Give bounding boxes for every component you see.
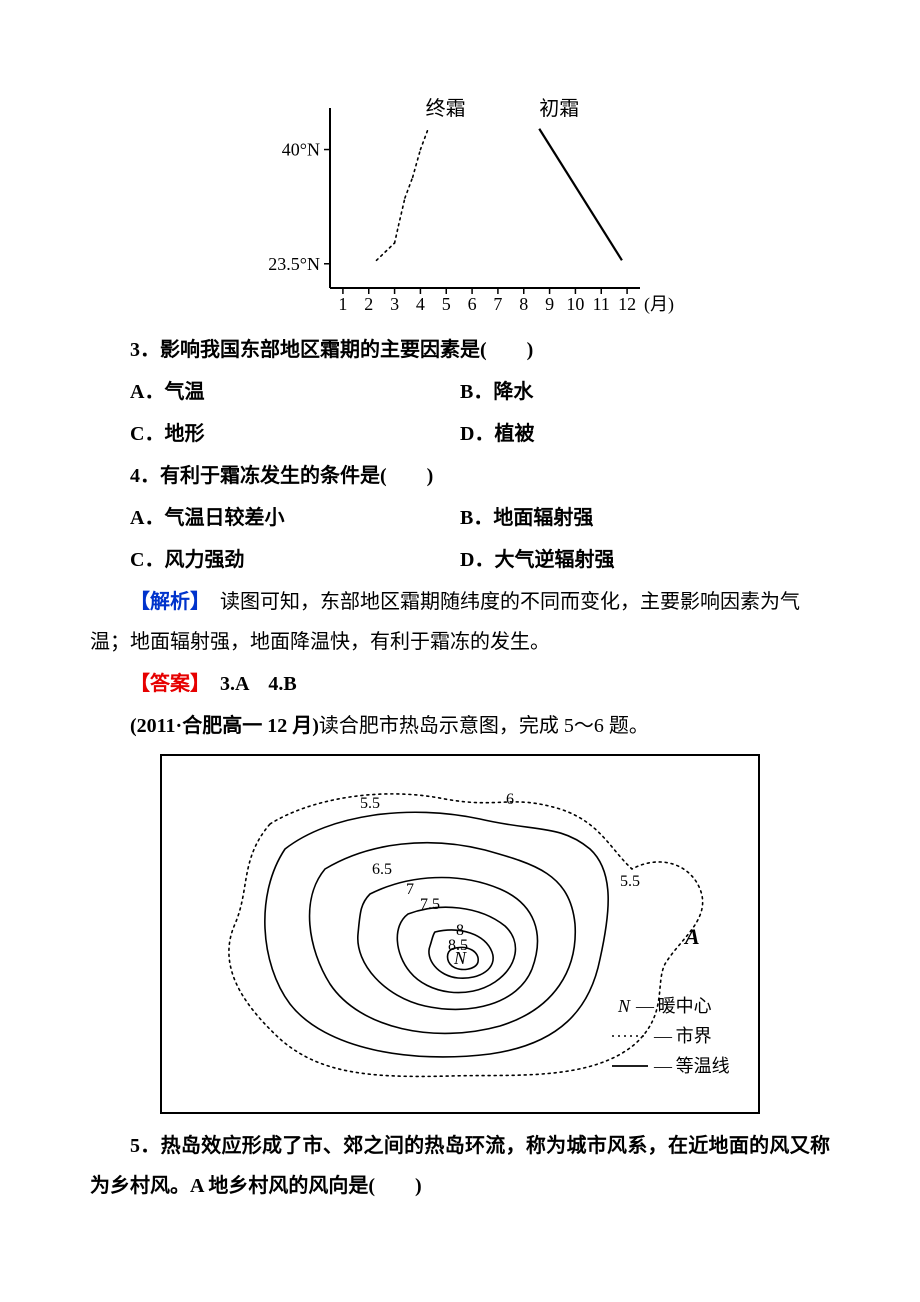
svg-text:— 等温线: — 等温线 [653, 1056, 730, 1076]
frost-period-chart: 123456789101112(月)23.5°N40°N终霜初霜 [90, 98, 830, 318]
svg-text:— 市界: — 市界 [653, 1026, 712, 1046]
frost-chart-svg: 123456789101112(月)23.5°N40°N终霜初霜 [230, 98, 690, 318]
svg-text:7.5: 7.5 [420, 896, 440, 913]
analysis-para: 【解析】 读图可知，东部地区霜期随纬度的不同而变化，主要影响因素为气温；地面辐射… [90, 582, 830, 662]
q4-opt-b: B．地面辐射强 [460, 498, 830, 538]
svg-text:N: N [453, 948, 467, 968]
analysis-label: 【解析】 [130, 591, 200, 613]
svg-text:7: 7 [493, 294, 502, 314]
svg-text:8: 8 [519, 294, 528, 314]
heat-island-svg: 5.566.577.588.55.5NAN— 暖中心— 市界— 等温线 [160, 754, 760, 1114]
svg-text:6: 6 [468, 294, 477, 314]
svg-text:6.5: 6.5 [372, 861, 392, 878]
svg-text:23.5°N: 23.5°N [268, 254, 320, 274]
svg-text:1: 1 [338, 294, 347, 314]
svg-text:5: 5 [442, 294, 451, 314]
svg-text:9: 9 [545, 294, 554, 314]
svg-text:初霜: 初霜 [539, 98, 579, 120]
svg-text:终霜: 终霜 [426, 98, 466, 120]
svg-text:10: 10 [566, 294, 584, 314]
intro-rest: 读合肥市热岛示意图，完成 5～6 题。 [319, 715, 649, 737]
q4-row1: A．气温日较差小 B．地面辐射强 [90, 498, 830, 538]
q3-row2: C．地形 D．植被 [90, 414, 830, 454]
heat-island-map: 5.566.577.588.55.5NAN— 暖中心— 市界— 等温线 [90, 754, 830, 1114]
q4-row2: C．风力强劲 D．大气逆辐射强 [90, 540, 830, 580]
svg-text:— 暖中心: — 暖中心 [635, 996, 712, 1016]
svg-text:11: 11 [593, 294, 610, 314]
q3-opt-d: D．植被 [460, 414, 830, 454]
svg-text:3: 3 [390, 294, 399, 314]
answer-label: 【答案】 [130, 673, 200, 695]
svg-text:(月): (月) [644, 294, 674, 315]
svg-text:7: 7 [406, 881, 414, 898]
q3-stem: 3．影响我国东部地区霜期的主要因素是( ) [90, 330, 830, 370]
svg-text:5.5: 5.5 [360, 795, 380, 812]
svg-text:2: 2 [364, 294, 373, 314]
intro-prefix: (2011·合肥高一 12 月) [130, 715, 319, 737]
q5-stem: 5．热岛效应形成了市、郊之间的热岛环流，称为城市风系，在近地面的风又称为乡村风。… [90, 1126, 830, 1206]
svg-text:5.5: 5.5 [620, 873, 640, 890]
svg-text:A: A [683, 924, 700, 949]
answer-para: 【答案】 3.A 4.B [90, 664, 830, 704]
intro-56: (2011·合肥高一 12 月)读合肥市热岛示意图，完成 5～6 题。 [90, 706, 830, 746]
q4-opt-d: D．大气逆辐射强 [460, 540, 830, 580]
q4-opt-c: C．风力强劲 [90, 540, 460, 580]
svg-text:12: 12 [618, 294, 636, 314]
svg-text:6: 6 [506, 791, 514, 808]
svg-text:N: N [617, 996, 631, 1016]
q4-opt-a: A．气温日较差小 [90, 498, 460, 538]
q3-opt-b: B．降水 [460, 372, 830, 412]
answer-text: 3.A 4.B [200, 673, 297, 695]
q3-opt-c: C．地形 [90, 414, 460, 454]
svg-text:40°N: 40°N [282, 140, 320, 160]
q4-stem: 4．有利于霜冻发生的条件是( ) [90, 456, 830, 496]
q3-row1: A．气温 B．降水 [90, 372, 830, 412]
q3-opt-a: A．气温 [90, 372, 460, 412]
svg-text:4: 4 [416, 294, 425, 314]
